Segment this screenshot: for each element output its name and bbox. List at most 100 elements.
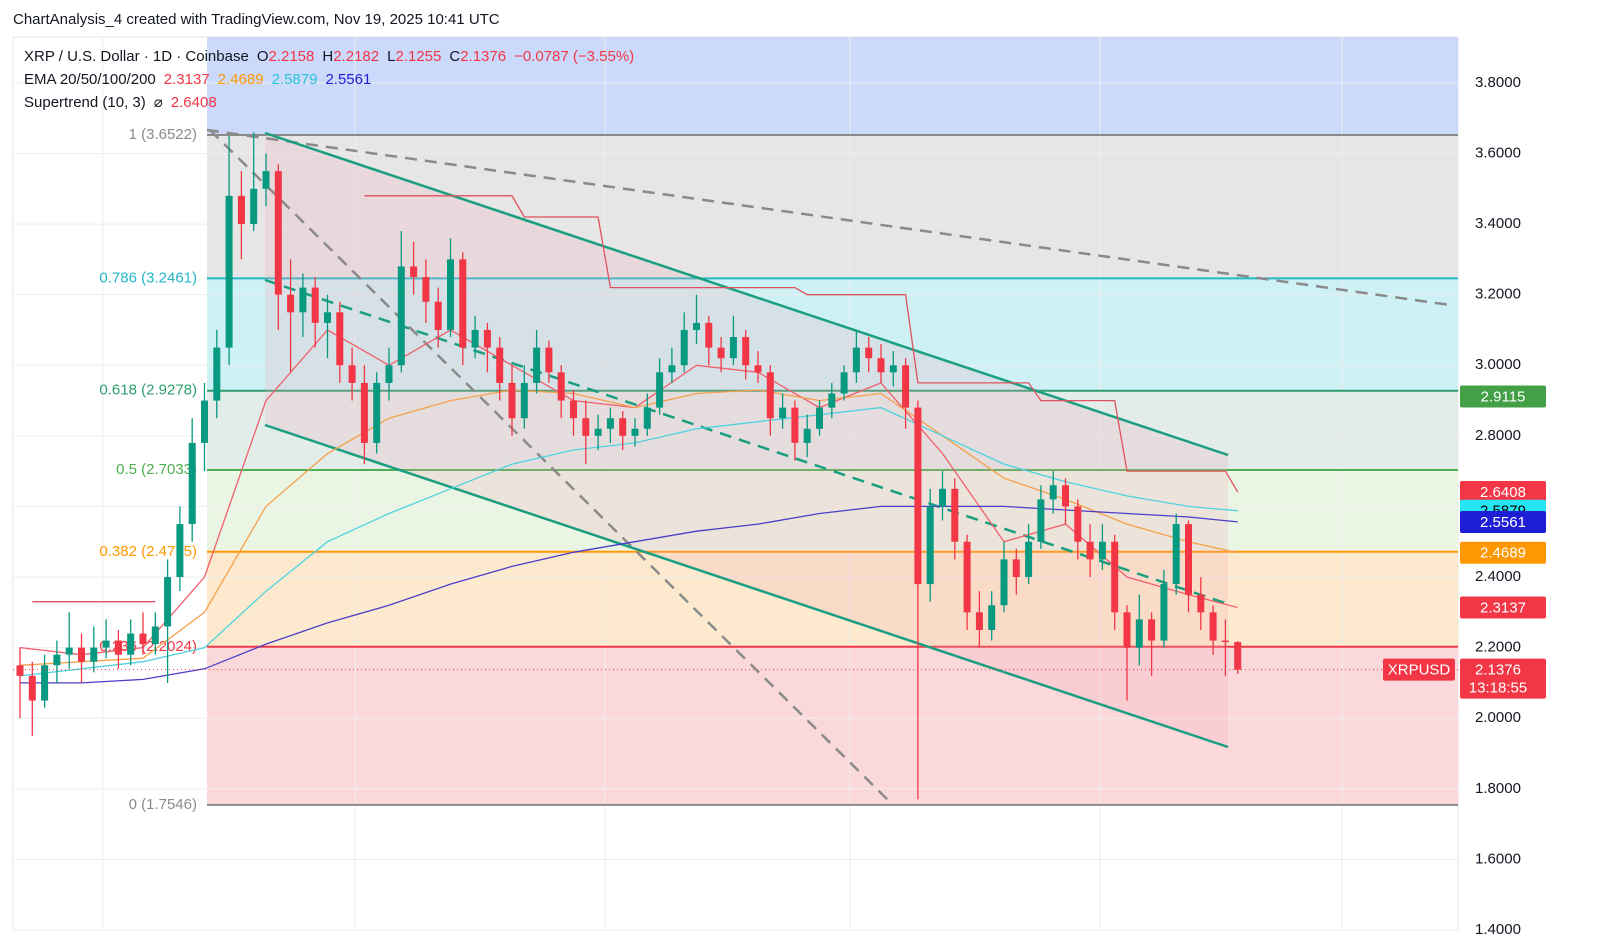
- ohlc-value: 2.1255: [395, 48, 441, 65]
- candle-body: [1062, 485, 1069, 507]
- candle-body: [176, 524, 184, 578]
- price-tag-label: 2.3137: [1480, 599, 1526, 616]
- candle-body: [1074, 506, 1082, 542]
- fib-zone: [207, 551, 1458, 647]
- candle-body: [643, 407, 651, 429]
- fib-zone: [207, 469, 1458, 552]
- channel-fill: [265, 133, 1228, 747]
- y-tick-label: 3.4000: [1475, 215, 1521, 232]
- ema-value: 2.4689: [218, 71, 264, 88]
- symbol-tag-label: XRPUSD: [1388, 662, 1451, 679]
- candle-body: [496, 347, 504, 383]
- indicators: [19, 195, 1239, 684]
- candle-body: [656, 372, 664, 408]
- candle-body: [680, 329, 688, 366]
- candle-body: [1221, 640, 1229, 643]
- candle-body: [385, 365, 393, 383]
- candle-body: [1197, 594, 1205, 613]
- candle-body: [348, 365, 356, 383]
- candle-body: [1148, 619, 1156, 641]
- candle-body: [779, 407, 787, 419]
- candle-body: [742, 337, 750, 366]
- candle-body: [754, 365, 762, 373]
- candle-body: [520, 382, 528, 419]
- candle-body: [803, 428, 811, 443]
- candle-body: [114, 640, 122, 655]
- price-tag: [1460, 596, 1546, 619]
- candle-body: [816, 407, 823, 429]
- fib-label: 1 (3.6522): [129, 126, 197, 143]
- candle-body: [594, 428, 602, 436]
- candle-body: [90, 647, 98, 662]
- candle-body: [41, 665, 49, 701]
- candle-body: [988, 605, 996, 630]
- candle-body: [717, 347, 725, 359]
- candle-body: [287, 294, 295, 313]
- candle-body: [533, 347, 541, 383]
- candle-body: [373, 382, 381, 443]
- candle-body: [729, 337, 737, 359]
- indicator-line: [32, 195, 1239, 603]
- y-tick-label: 1.6000: [1475, 850, 1521, 867]
- ohlc-label: C: [449, 48, 460, 65]
- candle-body: [865, 347, 873, 359]
- candle-body: [582, 418, 590, 436]
- candle-body: [201, 400, 208, 443]
- last-price-label: 2.1376: [1475, 662, 1521, 679]
- price-tags: 2.91152.64082.58792.55612.46892.31372.13…: [13, 385, 1546, 699]
- candle-body: [102, 640, 110, 648]
- fib-label: 0.382 (2.4715): [99, 543, 197, 560]
- candle-body: [840, 372, 848, 394]
- candle-body: [151, 626, 159, 645]
- candle-body: [877, 358, 885, 373]
- fib-label: 0 (1.7546): [129, 796, 197, 813]
- ohlc-value: 2.1376: [460, 48, 506, 65]
- price-tag: [1460, 541, 1546, 564]
- candle-body: [336, 312, 344, 366]
- candle-body: [237, 195, 245, 225]
- grid: [13, 37, 1458, 931]
- last-price-tag: [1460, 658, 1546, 699]
- channel-lower-line: [264, 423, 1229, 749]
- fib-levels: 1 (3.6522) 0.786 (3.2461) 0.618 (2.9278) 0.…: [99, 126, 1458, 813]
- candle-body: [459, 259, 467, 348]
- candle-body: [1012, 559, 1020, 578]
- candle-body: [1086, 541, 1094, 560]
- candle-body: [570, 400, 577, 419]
- candle-body: [1185, 524, 1192, 595]
- channel-mid-line: [264, 278, 1229, 606]
- ema-value: 2.5879: [272, 71, 318, 88]
- fib-zone: [207, 37, 1458, 136]
- candle-body: [1025, 541, 1033, 578]
- candle-body: [951, 488, 959, 542]
- symbol-tag: [1383, 658, 1455, 681]
- candle-body: [914, 407, 922, 585]
- candle-body: [1135, 619, 1143, 648]
- candle-body: [1049, 485, 1057, 500]
- supertrend-line: Supertrend (10, 3) ⌀ 2.6408: [24, 94, 217, 111]
- candle-body: [16, 665, 24, 676]
- candle-body: [963, 541, 971, 613]
- candle-body: [299, 287, 307, 313]
- fib-zone: [207, 646, 1458, 805]
- candles: [16, 132, 1242, 800]
- candle-body: [188, 442, 196, 525]
- candle-body: [693, 322, 700, 330]
- ohlc-label: L: [387, 48, 395, 65]
- y-tick-label: 3.6000: [1475, 144, 1521, 161]
- symbol: XRP / U.S. Dollar · 1D · Coinbase: [24, 48, 249, 65]
- y-tick-label: 3.2000: [1475, 286, 1521, 303]
- candle-body: [619, 418, 627, 436]
- candle-body: [164, 577, 172, 627]
- ema-value: 2.5561: [325, 71, 371, 88]
- fib-label: 0.618 (2.9278): [99, 382, 197, 399]
- y-tick-label: 2.0000: [1475, 709, 1521, 726]
- candle-body: [766, 372, 774, 419]
- candle-body: [926, 506, 934, 585]
- candle-body: [975, 612, 983, 630]
- fib-zones: [207, 37, 1458, 805]
- fib-label: 0.786 (3.2461): [99, 269, 197, 286]
- ohlc-value: 2.2158: [268, 48, 314, 65]
- candle-body: [422, 277, 430, 302]
